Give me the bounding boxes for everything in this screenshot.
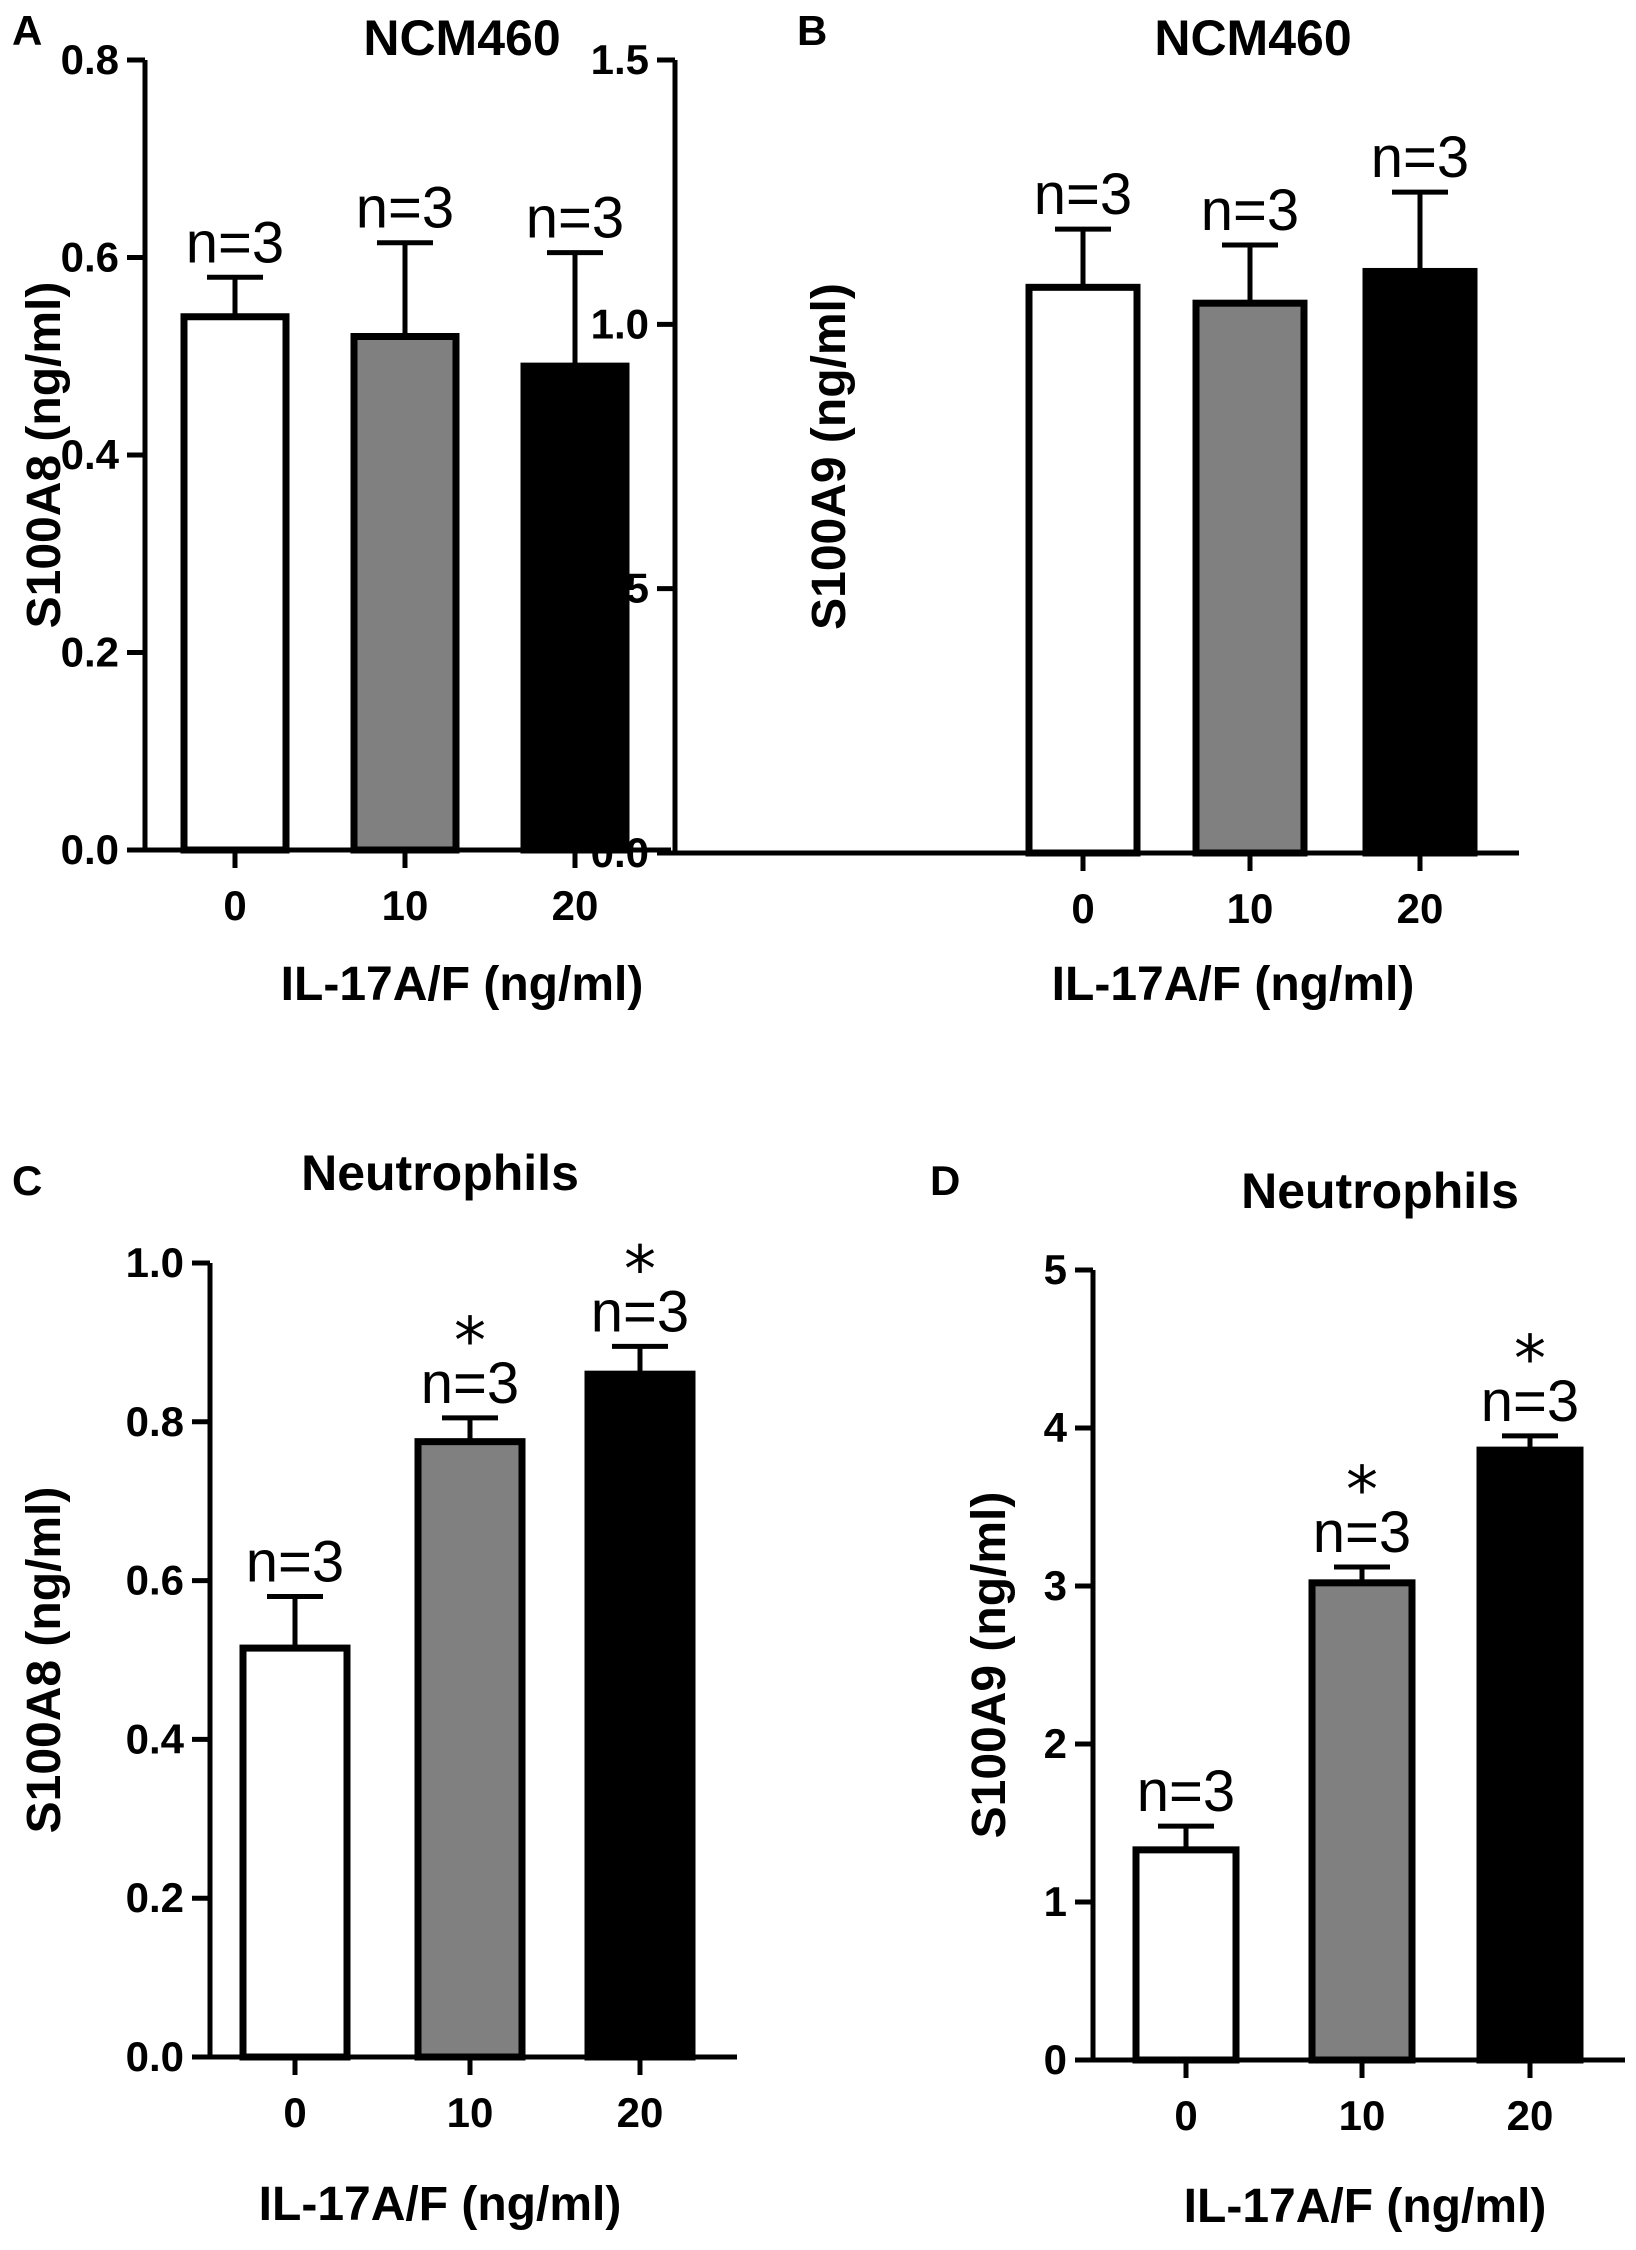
bar	[180, 313, 290, 854]
y-tick-label: 1.0	[591, 300, 649, 347]
n-annotation: n=3	[1371, 125, 1469, 190]
n-annotation: n=3	[421, 1351, 519, 1416]
panel-d: D Neutrophils0123450n=310n=3*20n=3*S100A9…	[930, 1157, 1625, 2233]
x-tick-label: 0	[283, 2089, 306, 2136]
y-tick-label: 0	[1044, 2036, 1067, 2083]
y-tick-label: 3	[1044, 1562, 1067, 1609]
y-tick-label: 0.6	[126, 1557, 184, 1604]
y-tick-label: 0.0	[61, 826, 119, 873]
bar	[1192, 299, 1308, 857]
y-axis-label: S100A8 (ng/ml)	[18, 1487, 71, 1834]
x-tick-label: 20	[1397, 885, 1444, 932]
significance-star: *	[454, 1305, 486, 1379]
x-tick-label: 0	[1071, 885, 1094, 932]
bar	[414, 1438, 526, 2061]
significance-star: *	[624, 1233, 656, 1307]
y-tick-label: 0.4	[126, 1715, 185, 1762]
chart-title: Neutrophils	[1241, 1163, 1519, 1219]
y-tick-label: 1	[1044, 1878, 1067, 1925]
chart-title: NCM460	[1154, 10, 1351, 66]
n-annotation: n=3	[1201, 178, 1299, 243]
y-tick-label: 4	[1044, 1404, 1068, 1451]
bar	[1025, 283, 1141, 857]
x-tick-label: 20	[1507, 2092, 1554, 2139]
bar	[520, 362, 630, 854]
y-tick-label: 2	[1044, 1720, 1067, 1767]
bar	[1308, 1579, 1416, 2064]
bar	[1132, 1846, 1240, 2064]
y-tick-label: 1.5	[591, 36, 649, 83]
y-axis-label: S100A8 (ng/ml)	[18, 282, 71, 629]
y-tick-label: 0.8	[126, 1398, 184, 1445]
x-tick-label: 0	[223, 882, 246, 929]
chart-title: NCM460	[363, 10, 560, 66]
bar	[239, 1644, 351, 2061]
y-tick-label: 5	[1044, 1246, 1067, 1293]
n-annotation: n=3	[1137, 1759, 1235, 1824]
x-tick-label: 20	[617, 2089, 664, 2136]
x-axis-label: IL-17A/F (ng/ml)	[281, 958, 644, 1011]
n-annotation: n=3	[246, 1529, 344, 1594]
y-tick-label: 0.0	[591, 829, 649, 876]
y-tick-label: 0.0	[126, 2033, 184, 2080]
panel-a: A NCM460 0.0 0.2 0.4 0.6 0.8 0 n=3 10 n=3 20 n=3 S100…	[12, 7, 671, 1011]
x-axis-label: IL-17A/F (ng/ml)	[1052, 958, 1415, 1011]
significance-star: *	[1346, 1454, 1378, 1528]
bar	[1476, 1446, 1584, 2064]
x-tick-label: 0	[1174, 2092, 1197, 2139]
n-annotation: n=3	[526, 186, 624, 251]
bar	[584, 1370, 696, 2061]
x-axis-label: IL-17A/F (ng/ml)	[259, 2178, 622, 2231]
n-annotation: n=3	[1034, 162, 1132, 227]
y-tick-label: 0.5	[591, 565, 649, 612]
y-tick-label: 1.0	[126, 1239, 184, 1286]
chart-title: Neutrophils	[301, 1145, 579, 1201]
n-annotation: n=3	[186, 210, 284, 275]
bar	[350, 333, 460, 854]
panel-letter: D	[930, 1157, 960, 1204]
x-tick-label: 10	[1227, 885, 1274, 932]
y-tick-label: 0.2	[126, 1874, 184, 1921]
x-axis-label: IL-17A/F (ng/ml)	[1184, 2180, 1547, 2233]
y-axis-label: S100A9 (ng/ml)	[963, 1492, 1016, 1839]
panel-letter: B	[797, 7, 827, 54]
x-tick-label: 20	[552, 882, 599, 929]
n-annotation: n=3	[591, 1279, 689, 1344]
x-tick-label: 10	[382, 882, 429, 929]
y-tick-label: 0.2	[61, 629, 119, 676]
y-tick-label: 0.6	[61, 234, 119, 281]
significance-star: *	[1514, 1323, 1546, 1397]
panel-letter: C	[12, 1157, 42, 1204]
y-axis-label: S100A9 (ng/ml)	[803, 283, 856, 630]
panel-letter: A	[12, 7, 42, 54]
x-tick-label: 10	[447, 2089, 494, 2136]
n-annotation: n=3	[1313, 1500, 1411, 1565]
n-annotation: n=3	[1481, 1369, 1579, 1434]
x-tick-label: 10	[1339, 2092, 1386, 2139]
panel-b: B NCM460 0.0 0.5 1.0 1.5 0 n=3 10 n=3 20 n=3 S100A9 …	[591, 7, 1519, 1011]
n-annotation: n=3	[356, 176, 454, 241]
bar	[1362, 267, 1478, 857]
y-tick-label: 0.8	[61, 36, 119, 83]
panel-c: C Neutrophils0.00.20.40.60.81.00n=310n=3*…	[12, 1145, 737, 2231]
y-tick-label: 0.4	[61, 431, 120, 478]
